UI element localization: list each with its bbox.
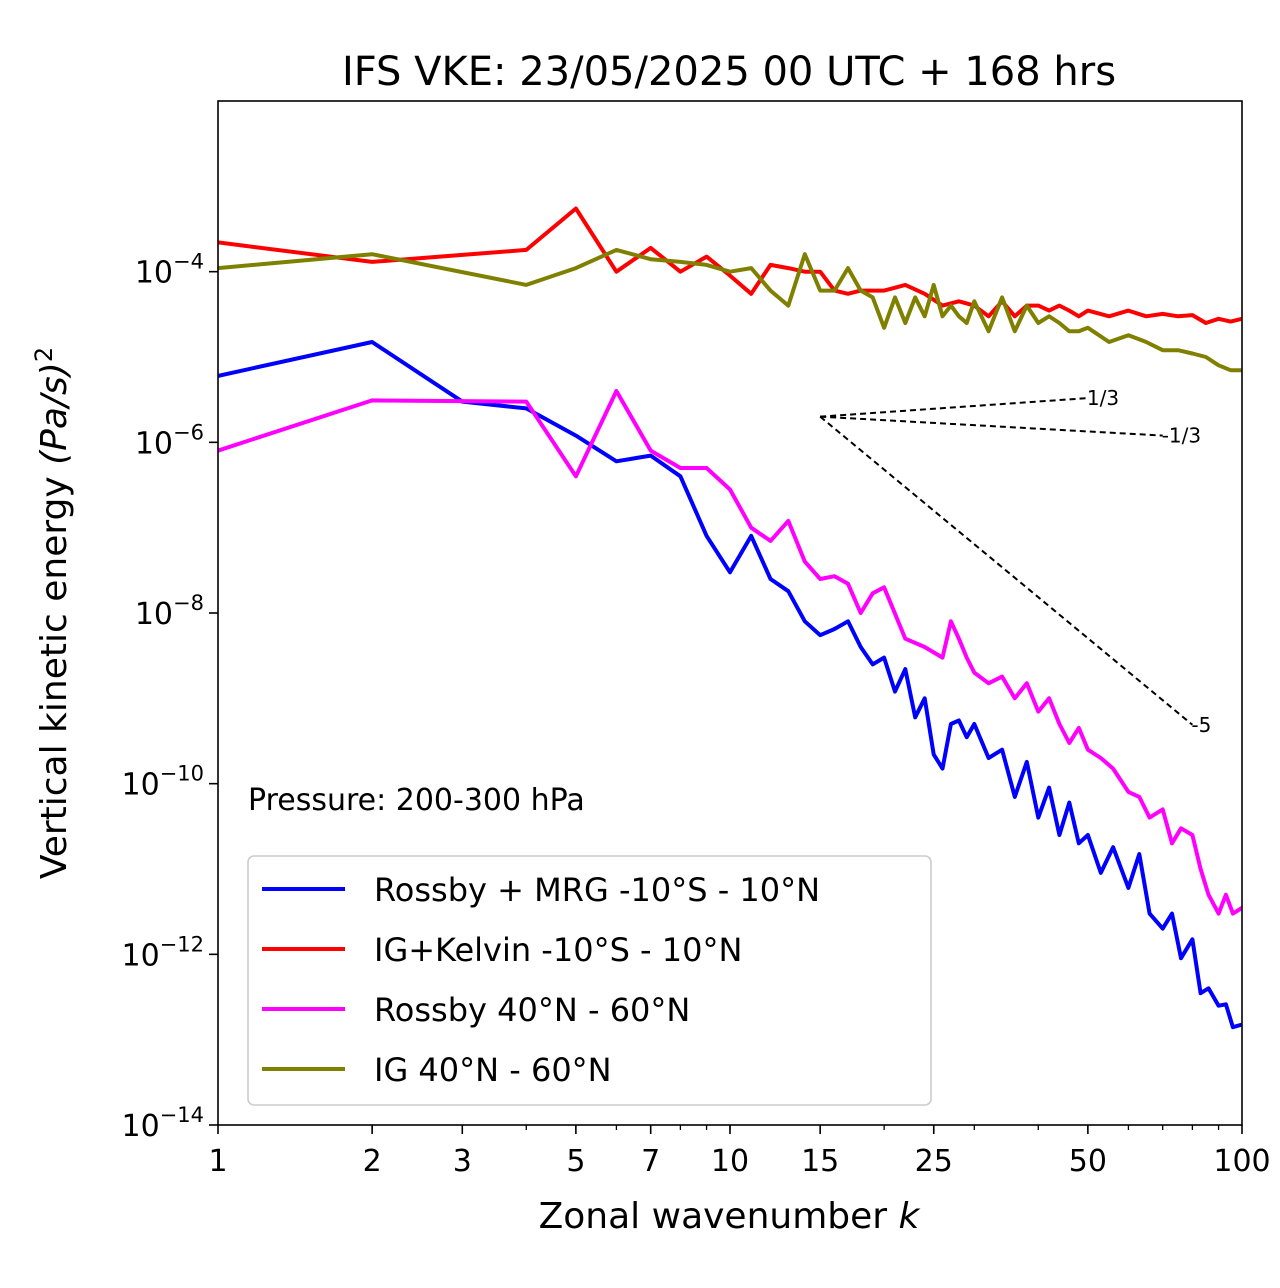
y-tick-label-exponent: −4 [173,250,204,274]
y-tick-label-exponent: −10 [160,762,204,786]
reference-line [820,397,1088,418]
chart-title: IFS VKE: 23/05/2025 00 UTC + 168 hrs [342,49,1116,95]
y-axis-label-units: (Pa/s) [34,362,75,465]
y-tick-label: 10−4 [135,250,204,291]
series-line [218,389,1242,916]
x-tick-label: 15 [801,1144,839,1179]
y-tick-label-base: 10 [135,426,173,461]
x-axis-label-text: Zonal wavenumber [539,1196,899,1237]
y-tick-label: 10−12 [121,932,204,973]
y-tick-label-base: 10 [121,768,159,803]
legend-label: Rossby + MRG -10°S - 10°N [374,871,820,909]
reference-lines: 1/3 -1/3 -5 [819,386,1211,737]
reference-line [819,415,1194,726]
reference-line-label: -1/3 [1162,424,1201,448]
y-axis-label-exponent: 2 [30,347,58,362]
series-line [218,340,1242,1030]
x-tick-label: 5 [566,1144,585,1179]
y-tick-label-exponent: −8 [173,591,204,615]
y-tick-label-exponent: −14 [160,1103,204,1127]
series-line [218,247,1242,373]
series-lines [218,206,1242,1030]
reference-line-label: -5 [1191,713,1211,737]
y-axis-label-text: Vertical kinetic energy [34,465,75,879]
y-tick-label: 10−10 [121,762,204,803]
y-tick-label: 10−8 [135,591,204,632]
x-tick-label: 100 [1213,1144,1270,1179]
x-tick-label: 1 [208,1144,227,1179]
y-tick-label-base: 10 [135,597,173,632]
legend: Rossby + MRG -10°S - 10°N IG+Kelvin -10°S… [247,855,932,1106]
x-tick-label: 50 [1069,1144,1107,1179]
x-axis-label: Zonal wavenumber k [539,1196,922,1237]
x-axis-label-symbol: k [899,1196,922,1237]
legend-label: IG+Kelvin -10°S - 10°N [374,931,742,969]
x-axis: 1 2 3 5 7 10 15 25 50 100 [208,1125,1271,1179]
reference-line-label: 1/3 [1087,386,1119,410]
y-tick-label-base: 10 [135,256,173,291]
series-line [218,206,1242,325]
y-tick-label-base: 10 [121,1109,159,1144]
legend-label: IG 40°N - 60°N [374,1051,612,1089]
y-tick-label: 10−6 [135,420,204,461]
x-tick-label: 25 [915,1144,953,1179]
y-tick-label-exponent: −12 [160,932,204,956]
y-tick-label-base: 10 [121,938,159,973]
x-tick-label: 10 [711,1144,749,1179]
x-tick-label: 3 [453,1144,472,1179]
legend-label: Rossby 40°N - 60°N [374,991,690,1029]
x-tick-label: 7 [641,1144,660,1179]
y-axis-label: Vertical kinetic energy (Pa/s)2 [30,347,75,879]
pressure-annotation: Pressure: 200-300 hPa [248,783,585,818]
y-tick-label-exponent: −6 [173,420,204,444]
x-tick-label: 2 [363,1144,382,1179]
reference-line [820,415,1163,437]
y-tick-label: 10−14 [121,1103,204,1144]
legend-box [247,855,932,1106]
